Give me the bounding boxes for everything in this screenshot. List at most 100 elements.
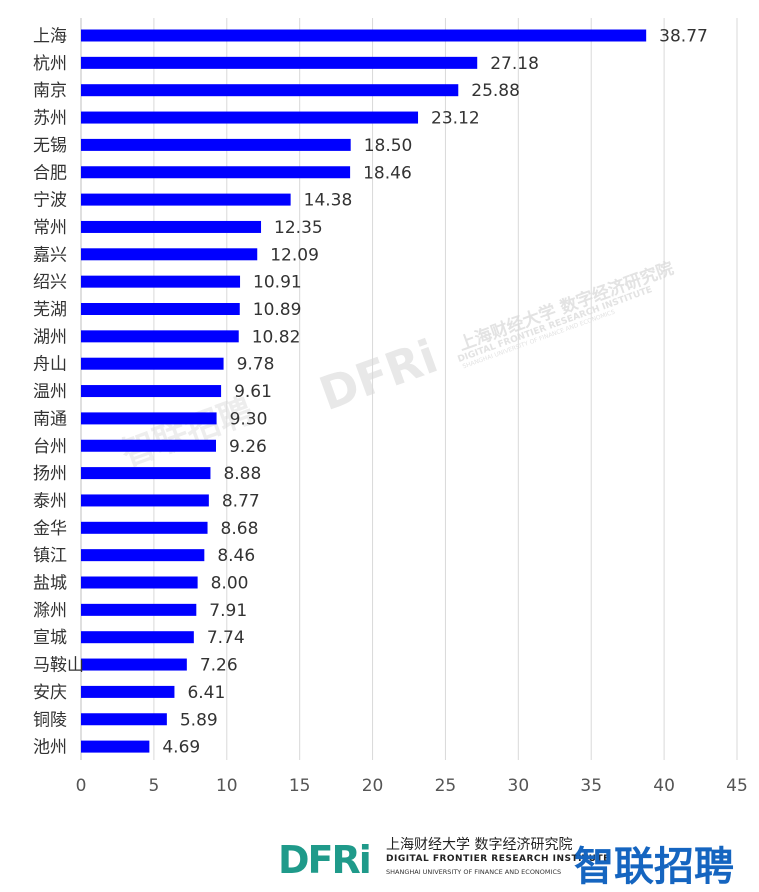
- category-label: 南通: [33, 409, 67, 429]
- dfri-logo: DFRi: [278, 838, 372, 882]
- value-label: 23.12: [431, 109, 480, 129]
- value-label: 18.50: [364, 136, 413, 156]
- bar: [81, 549, 205, 562]
- value-label: 7.26: [200, 656, 238, 676]
- zhilian-logo: 智联招聘: [574, 844, 734, 890]
- value-label: 9.78: [237, 355, 275, 375]
- bar: [81, 740, 150, 753]
- value-label: 10.91: [253, 273, 302, 293]
- category-label: 嘉兴: [33, 245, 67, 265]
- value-label: 6.41: [187, 683, 225, 703]
- category-label: 滁州: [33, 601, 67, 621]
- bar: [81, 166, 351, 179]
- bar: [81, 84, 459, 97]
- value-label: 8.00: [211, 574, 249, 594]
- value-label: 8.77: [222, 491, 260, 511]
- value-label: 8.88: [223, 464, 261, 484]
- bar: [81, 275, 241, 288]
- x-tick-label: 40: [653, 776, 675, 796]
- category-label: 常州: [33, 218, 67, 238]
- x-tick-label: 20: [362, 776, 384, 796]
- bar: [81, 685, 175, 698]
- category-label: 舟山: [33, 355, 67, 375]
- bar: [81, 220, 262, 233]
- category-label: 南京: [33, 81, 67, 101]
- category-label: 盐城: [33, 574, 67, 594]
- bar: [81, 713, 167, 726]
- x-tick-label: 15: [289, 776, 311, 796]
- category-label: 宁波: [33, 191, 67, 211]
- institute-name-cn: 上海财经大学 数字经济研究院: [386, 837, 573, 853]
- category-label: 铜陵: [33, 710, 67, 730]
- bar: [81, 658, 187, 671]
- category-label: 无锡: [33, 136, 67, 156]
- x-tick-label: 5: [148, 776, 159, 796]
- bar: [81, 412, 217, 425]
- value-label: 9.30: [230, 409, 268, 429]
- x-tick-label: 25: [435, 776, 457, 796]
- value-label: 38.77: [659, 27, 708, 47]
- value-label: 14.38: [304, 191, 353, 211]
- bar: [81, 603, 197, 616]
- bar: [81, 631, 194, 644]
- x-tick-label: 0: [76, 776, 87, 796]
- category-label: 镇江: [33, 546, 67, 566]
- x-tick-label: 30: [508, 776, 530, 796]
- category-label: 杭州: [33, 54, 67, 74]
- bar: [81, 330, 239, 343]
- labels: 0 5 10 15 20 25 30 35 40 45 上海 38.77 杭州 27.18 南京 25.88 苏…: [33, 27, 748, 797]
- bar: [81, 138, 351, 151]
- bar: [81, 193, 291, 206]
- category-label: 宣城: [33, 628, 67, 648]
- value-label: 25.88: [471, 81, 520, 101]
- bars: [81, 29, 647, 753]
- bar: [81, 111, 419, 124]
- bar: [81, 576, 198, 589]
- bar: [81, 521, 208, 534]
- bar-chart: 0 5 10 15 20 25 30 35 40 45 上海 38.77 杭州 27.18 南京 25.88 苏…: [33, 18, 748, 797]
- bar: [81, 56, 478, 69]
- category-label: 合肥: [33, 163, 67, 183]
- value-label: 18.46: [363, 163, 412, 183]
- footer: DFRi 上海财经大学 数字经济研究院 DIGITAL FRONTIER RES…: [278, 832, 748, 890]
- value-label: 10.89: [253, 300, 302, 320]
- value-label: 12.09: [270, 245, 319, 265]
- category-label: 金华: [33, 519, 67, 539]
- value-label: 9.61: [234, 382, 272, 402]
- category-label: 马鞍山: [33, 656, 84, 676]
- category-label: 苏州: [33, 109, 67, 129]
- institute-name-en: DIGITAL FRONTIER RESEARCH INSTITUTE: [386, 854, 610, 864]
- category-label: 绍兴: [33, 273, 67, 293]
- value-label: 12.35: [274, 218, 323, 238]
- x-tick-label: 45: [726, 776, 748, 796]
- x-tick-label: 35: [580, 776, 602, 796]
- x-tick-label: 10: [216, 776, 238, 796]
- bar: [81, 248, 258, 261]
- bar: [81, 439, 216, 452]
- value-label: 27.18: [490, 54, 539, 74]
- bar: [81, 385, 222, 398]
- bar: [81, 29, 647, 42]
- category-label: 上海: [33, 27, 67, 47]
- value-label: 5.89: [180, 710, 218, 730]
- category-label: 台州: [33, 437, 67, 457]
- university-name-en: SHANGHAI UNIVERSITY OF FINANCE AND ECONO…: [386, 868, 562, 876]
- category-label: 安庆: [33, 683, 67, 703]
- category-label: 扬州: [33, 464, 67, 484]
- bar: [81, 467, 211, 480]
- value-label: 7.91: [209, 601, 247, 621]
- bar: [81, 303, 240, 315]
- value-label: 10.82: [252, 327, 301, 347]
- category-label: 池州: [33, 738, 67, 758]
- bar: [81, 357, 224, 370]
- category-label: 温州: [33, 382, 67, 402]
- category-label: 芜湖: [33, 300, 67, 320]
- category-label: 泰州: [33, 491, 67, 511]
- category-label: 湖州: [33, 327, 67, 347]
- value-label: 8.46: [217, 546, 255, 566]
- value-label: 8.68: [221, 519, 259, 539]
- bar: [81, 494, 209, 507]
- value-label: 9.26: [229, 437, 267, 457]
- value-label: 7.74: [207, 628, 245, 648]
- value-label: 4.69: [162, 738, 200, 758]
